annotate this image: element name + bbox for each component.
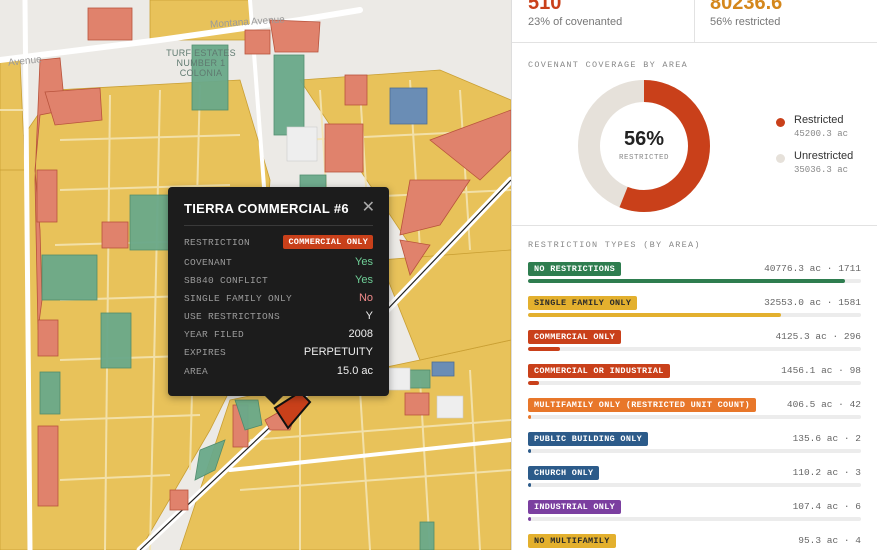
subdivision-label-line: COLONIA — [179, 68, 223, 78]
map-canvas[interactable] — [0, 0, 511, 550]
tooltip-value: Yes — [355, 256, 373, 268]
tooltip-key: COVENANT — [184, 256, 233, 268]
subdivision-label-line: TURF ESTATES — [166, 48, 236, 58]
legend-name: Restricted — [794, 114, 844, 126]
restriction-type-row[interactable]: COMMERCIAL ONLY 4125.3 ac · 296 — [528, 330, 861, 360]
restriction-type-badge: NO MULTIFAMILY — [528, 534, 616, 548]
tooltip-row-covenant: COVENANT Yes — [184, 254, 373, 270]
restriction-type-badge: COMMERCIAL OR INDUSTRIAL — [528, 364, 670, 378]
restriction-type-bar — [528, 449, 532, 453]
restriction-type-bar-track — [528, 517, 861, 521]
restriction-type-row[interactable]: INDUSTRIAL ONLY 107.4 ac · 6 — [528, 500, 861, 530]
stats-panel[interactable]: 510 23% of covenanted 80236.6 56% restri… — [511, 0, 877, 550]
restriction-type-stat: 95.3 ac · 4 — [798, 535, 861, 546]
coverage-section-title: COVENANT COVERAGE BY AREA — [528, 60, 689, 70]
subdivision-label: TURF ESTATES NUMBER 1 COLONIA — [166, 48, 236, 78]
restriction-type-bar — [528, 279, 846, 283]
restriction-type-bar — [528, 313, 782, 317]
restriction-type-row[interactable]: NO RESTRICTIONS 40776.3 ac · 1711 — [528, 262, 861, 292]
tooltip-key: USE RESTRICTIONS — [184, 310, 281, 322]
restriction-type-bar — [528, 517, 532, 521]
restriction-type-badge: CHURCH ONLY — [528, 466, 600, 480]
tooltip-value: No — [358, 292, 373, 304]
stat-value: 510 — [528, 0, 562, 14]
close-icon[interactable]: ✕ — [361, 199, 375, 216]
tooltip-value: 2008 — [348, 328, 373, 340]
restriction-type-bar — [528, 381, 540, 385]
tooltip-row-use-restrictions: USE RESTRICTIONS Y — [184, 308, 373, 324]
restriction-type-stat: 32553.0 ac · 1581 — [764, 297, 861, 308]
stat-caption: 56% restricted — [710, 16, 781, 28]
tooltip-row-year-filed: YEAR FILED 2008 — [184, 326, 373, 342]
legend-name: Unrestricted — [794, 150, 854, 162]
coverage-donut: 56% RESTRICTED — [576, 78, 712, 214]
parcel-map[interactable]: Montana Avenue Avenue TURF ESTATES NUMBE… — [0, 0, 511, 550]
legend-value: 45200.3 ac — [794, 129, 849, 139]
tooltip-value: Yes — [355, 274, 373, 286]
tooltip-divider — [184, 225, 373, 226]
donut-chart — [578, 80, 710, 212]
tooltip-key: RESTRICTION — [184, 236, 251, 248]
restriction-type-stat: 135.6 ac · 2 — [792, 433, 861, 444]
tooltip-row-expires: EXPIRES PERPETUITY — [184, 344, 373, 360]
restriction-type-row[interactable]: PUBLIC BUILDING ONLY 135.6 ac · 2 — [528, 432, 861, 462]
restriction-type-row[interactable]: NO MULTIFAMILY 95.3 ac · 4 — [528, 534, 861, 550]
restriction-type-row[interactable]: COMMERCIAL OR INDUSTRIAL 1456.1 ac · 98 — [528, 364, 861, 394]
tooltip-row-area: AREA 15.0 ac — [184, 363, 373, 379]
restriction-type-row[interactable]: CHURCH ONLY 110.2 ac · 3 — [528, 466, 861, 496]
tooltip-row-single-family: SINGLE FAMILY ONLY No — [184, 290, 373, 306]
tooltip-row-sb840: SB840 CONFLICT Yes — [184, 272, 373, 288]
restriction-type-badge: INDUSTRIAL ONLY — [528, 500, 622, 514]
restriction-type-bar-track — [528, 279, 861, 283]
restriction-types-title: RESTRICTION TYPES (BY AREA) — [528, 240, 701, 250]
legend-value: 35036.3 ac — [794, 165, 849, 175]
restriction-type-badge: PUBLIC BUILDING ONLY — [528, 432, 649, 446]
restriction-type-bar — [528, 347, 561, 351]
tooltip-row-restriction: RESTRICTION COMMERCIAL ONLY — [184, 234, 373, 250]
restriction-type-bar-track — [528, 449, 861, 453]
tooltip-value: 15.0 ac — [336, 365, 373, 377]
stat-value: 80236.6 — [710, 0, 783, 14]
tooltip-value: PERPETUITY — [303, 346, 373, 358]
stat-caption: 23% of covenanted — [528, 16, 623, 28]
restriction-type-badge: SINGLE FAMILY ONLY — [528, 296, 638, 310]
legend-dot — [776, 154, 785, 163]
restriction-type-stat: 110.2 ac · 3 — [792, 467, 861, 478]
restriction-type-badge: COMMERCIAL ONLY — [528, 330, 622, 344]
subdivision-label-line: NUMBER 1 — [176, 58, 226, 68]
stat-divider — [694, 0, 695, 43]
restriction-type-stat: 40776.3 ac · 1711 — [764, 263, 861, 274]
donut-percent: 56% — [623, 128, 665, 150]
restriction-type-badge: NO RESTRICTIONS — [528, 262, 622, 276]
restriction-type-bar-track — [528, 381, 861, 385]
restriction-type-stat: 107.4 ac · 6 — [792, 501, 861, 512]
tooltip-key: SINGLE FAMILY ONLY — [184, 292, 293, 304]
selected-parcel — [273, 390, 312, 430]
restriction-type-row[interactable]: MULTIFAMILY ONLY (RESTRICTED UNIT COUNT)… — [528, 398, 861, 428]
tooltip-value: Y — [365, 310, 373, 322]
tooltip-key: YEAR FILED — [184, 328, 245, 340]
restriction-type-stat: 4125.3 ac · 296 — [775, 331, 861, 342]
legend-dot — [776, 118, 785, 127]
restriction-type-row[interactable]: SINGLE FAMILY ONLY 32553.0 ac · 1581 — [528, 296, 861, 326]
tooltip-key: EXPIRES — [184, 346, 227, 358]
restriction-type-bar — [528, 483, 532, 487]
donut-center-label: RESTRICTED — [618, 154, 669, 162]
restriction-type-bar — [528, 415, 532, 419]
tooltip-title: TIERRA COMMERCIAL #6 — [184, 201, 349, 216]
restriction-type-bar-track — [528, 347, 861, 351]
tooltip-key: SB840 CONFLICT — [184, 274, 269, 286]
restriction-type-bar-track — [528, 415, 861, 419]
summary-stats: 510 23% of covenanted 80236.6 56% restri… — [512, 0, 877, 43]
parcel-tooltip: TIERRA COMMERCIAL #6 ✕ RESTRICTION COMME… — [168, 187, 389, 405]
restriction-type-bar-track — [528, 483, 861, 487]
restriction-type-stat: 406.5 ac · 42 — [786, 399, 861, 410]
donut-restricted-arc — [578, 80, 710, 212]
restriction-type-bar-track — [528, 313, 861, 317]
restriction-type-stat: 1456.1 ac · 98 — [781, 365, 861, 376]
tooltip-key: AREA — [184, 365, 209, 377]
restriction-badge: COMMERCIAL ONLY — [283, 235, 373, 249]
section-divider — [512, 225, 877, 226]
restriction-type-badge: MULTIFAMILY ONLY (RESTRICTED UNIT COUNT) — [528, 398, 757, 412]
